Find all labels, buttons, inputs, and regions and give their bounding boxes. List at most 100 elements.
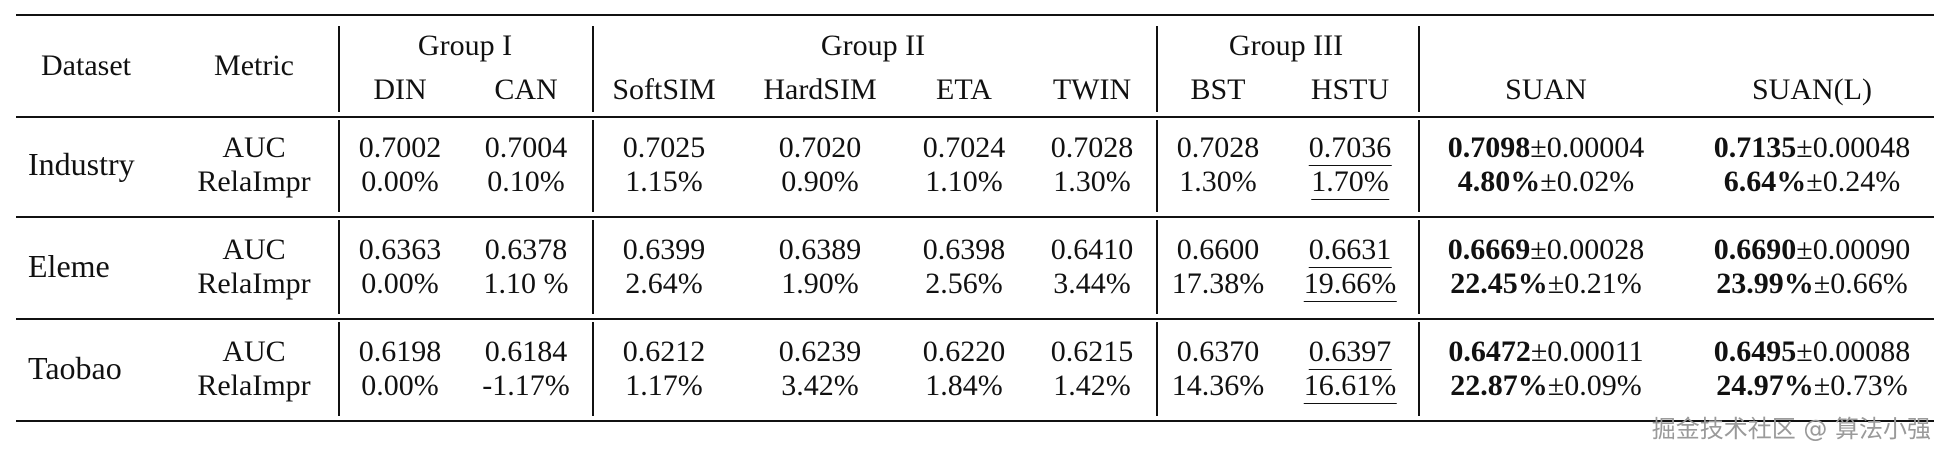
table-cell: 1.70% (1311, 164, 1389, 200)
column-divider (592, 322, 594, 416)
table-cell: 0.6212 (622, 335, 706, 368)
dataset-name: Industry (28, 146, 135, 182)
suan-l-auc-cell-value: 0.6495 (1713, 335, 1797, 368)
suan-l-auc-cell-stddev: ±0.00048 (1796, 131, 1911, 164)
top-rule (16, 14, 1934, 16)
header-model-twin: TWIN (1052, 73, 1132, 106)
table-cell: 0.00% (361, 369, 439, 402)
header-metric: Metric (214, 49, 294, 82)
column-divider (1156, 120, 1158, 212)
column-divider (338, 322, 340, 416)
suan-auc-cell: 0.6472±0.00011 (1448, 334, 1643, 370)
header-model-hardsim: HardSIM (763, 73, 877, 106)
table-cell: 19.66% (1303, 266, 1397, 302)
header-group-1: Group I (417, 29, 513, 62)
metric-relaimpr-label: RelaImpr (197, 267, 311, 300)
table-cell: 14.36% (1171, 369, 1265, 402)
table-cell: 1.84% (925, 369, 1003, 402)
metric-auc-label: AUC (222, 131, 286, 164)
header-model-bst: BST (1190, 73, 1246, 106)
table-cell: 0.6398 (922, 233, 1006, 266)
table-cell: 0.7025 (622, 131, 706, 164)
table-cell: -1.17% (482, 369, 570, 402)
second-best-value: 0.6397 (1308, 335, 1392, 370)
row-separator (16, 318, 1934, 320)
suan-l-auc-cell: 0.7135±0.00048 (1714, 130, 1910, 166)
suan-l-impr-cell-value: 23.99% (1716, 267, 1814, 300)
table-cell: 0.10% (487, 165, 565, 198)
table-cell: 1.30% (1179, 165, 1257, 198)
header-group-3: Group III (1228, 29, 1344, 62)
second-best-value: 1.70% (1311, 165, 1389, 200)
suan-impr-cell-stddev: ±0.21% (1547, 267, 1642, 300)
dataset-name: Eleme (28, 248, 110, 284)
table-cell: 0.6600 (1176, 233, 1260, 266)
table-cell: 0.90% (781, 165, 859, 198)
dataset-name: Taobao (28, 350, 122, 386)
header-group-2: Group II (820, 29, 926, 62)
suan-l-auc-cell-value: 0.7135 (1713, 131, 1797, 164)
suan-l-impr-cell-stddev: ±0.24% (1806, 165, 1901, 198)
row-separator (16, 216, 1934, 218)
table-cell: 1.90% (781, 267, 859, 300)
table-cell: 0.00% (361, 267, 439, 300)
header-model-din: DIN (373, 73, 427, 106)
table-cell: 0.6370 (1176, 335, 1260, 368)
table-cell: 0.6239 (778, 335, 862, 368)
header-model-suan-l: SUAN(L) (1752, 73, 1872, 106)
suan-l-impr-cell: 23.99%±0.66% (1716, 266, 1907, 302)
suan-l-impr-cell-stddev: ±0.73% (1813, 369, 1908, 402)
table-cell: 16.61% (1303, 368, 1397, 404)
column-divider (1156, 220, 1158, 314)
suan-auc-cell-value: 0.6669 (1447, 233, 1531, 266)
table-cell: 0.7004 (484, 131, 568, 164)
suan-l-auc-cell-stddev: ±0.00090 (1796, 233, 1911, 266)
table-cell: 2.64% (625, 267, 703, 300)
column-divider (1418, 120, 1420, 212)
suan-auc-cell: 0.7098±0.00004 (1448, 130, 1644, 166)
table-cell: 0.6389 (778, 233, 862, 266)
header-rule (16, 116, 1934, 118)
suan-impr-cell-value: 22.87% (1450, 369, 1548, 402)
table-cell: 0.6363 (358, 233, 442, 266)
table-cell: 1.10 % (483, 267, 569, 300)
header-model-suan: SUAN (1505, 73, 1587, 106)
suan-l-impr-cell: 6.64%±0.24% (1724, 164, 1900, 200)
table-cell: 0.6378 (484, 233, 568, 266)
suan-l-impr-cell-value: 6.64% (1723, 165, 1807, 198)
suan-auc-cell-stddev: ±0.00004 (1530, 131, 1645, 164)
table-cell: 0.7036 (1308, 130, 1392, 166)
table-cell: 1.15% (625, 165, 703, 198)
suan-impr-cell: 22.45%±0.21% (1450, 266, 1641, 302)
second-best-value: 16.61% (1303, 369, 1397, 404)
suan-l-impr-cell-value: 24.97% (1716, 369, 1814, 402)
table-cell: 0.7028 (1050, 131, 1134, 164)
table-cell: 0.6215 (1050, 335, 1134, 368)
metric-relaimpr-label: RelaImpr (197, 369, 311, 402)
column-divider (592, 26, 594, 112)
table-cell: 0.6184 (484, 335, 568, 368)
suan-impr-cell-stddev: ±0.02% (1540, 165, 1635, 198)
table-cell: 0.6220 (922, 335, 1006, 368)
table-cell: 0.6410 (1050, 233, 1134, 266)
suan-l-impr-cell-stddev: ±0.66% (1813, 267, 1908, 300)
table-cell: 0.7024 (922, 131, 1006, 164)
suan-impr-cell-value: 22.45% (1450, 267, 1548, 300)
header-model-softsim: SoftSIM (612, 73, 716, 106)
second-best-value: 0.7036 (1308, 131, 1392, 166)
header-model-can: CAN (494, 73, 558, 106)
column-divider (592, 120, 594, 212)
header-model-hstu: HSTU (1310, 73, 1390, 106)
column-divider (592, 220, 594, 314)
suan-l-auc-cell-value: 0.6690 (1713, 233, 1797, 266)
column-divider (1418, 220, 1420, 314)
table-cell: 1.10% (925, 165, 1003, 198)
column-divider (1418, 322, 1420, 416)
table-cell: 0.00% (361, 165, 439, 198)
table-cell: 0.6198 (358, 335, 442, 368)
column-divider (338, 26, 340, 112)
suan-l-impr-cell: 24.97%±0.73% (1716, 368, 1907, 404)
suan-l-auc-cell: 0.6690±0.00090 (1714, 232, 1910, 268)
header-model-eta: ETA (936, 73, 992, 106)
column-divider (338, 120, 340, 212)
